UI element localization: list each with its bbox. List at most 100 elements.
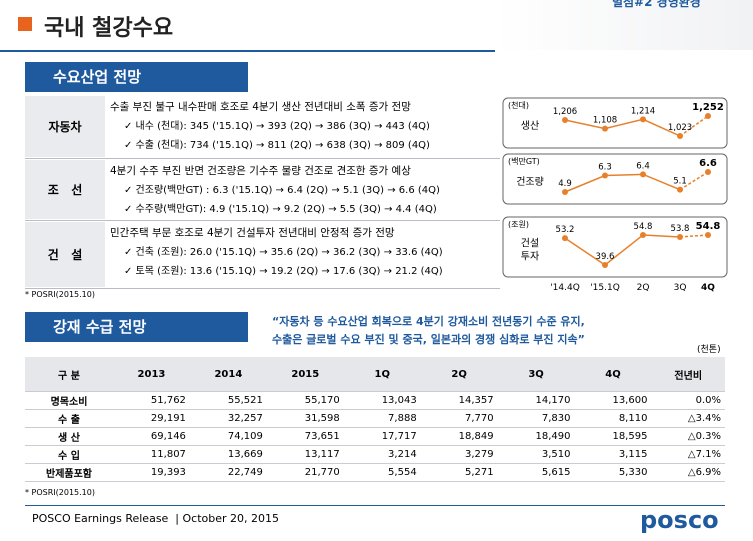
point — [705, 232, 711, 238]
cell: △3.4% — [651, 409, 725, 428]
line — [564, 118, 681, 137]
row-label: 자동차 — [25, 96, 105, 157]
x-label: 4Q — [701, 283, 715, 292]
cell: 8,110 — [574, 409, 652, 428]
cell: 수 입 — [25, 445, 113, 464]
detail: ✓ 수출 (천대): 734 ('15.1Q) → 811 (2Q) → 638… — [124, 140, 430, 151]
chart-label: 투자 — [521, 251, 539, 263]
cell: △0.3% — [651, 427, 725, 446]
point — [562, 189, 568, 195]
summary: 4분기 수주 부진 반면 건조량은 기수주 물량 건조로 견조한 증가 예상 — [110, 165, 411, 177]
cell: 11,807 — [113, 445, 190, 464]
header-cell: 2015 — [266, 357, 344, 392]
header-cell: 2Q — [420, 357, 498, 392]
cell: 명목소비 — [25, 391, 113, 410]
header-fade — [495, 0, 753, 50]
cell: 55,170 — [266, 391, 344, 410]
cell: 14,357 — [420, 391, 498, 410]
line-forecast — [679, 171, 709, 191]
chart-label: 건설 — [521, 238, 539, 250]
detail: ✓ 건축 (조원): 26.0 ('15.1Q) → 35.6 (2Q) → 3… — [124, 247, 443, 258]
cell: 18,849 — [420, 427, 498, 446]
value-label: 1,252 — [692, 102, 724, 113]
table-row: 수 입 11,807 13,669 13,117 3,214 3,279 3,510 3,11… — [25, 445, 725, 464]
section-title: 수요산업 전망 — [25, 62, 248, 92]
header-cell: 구 분 — [25, 357, 113, 392]
header-cell: 4Q — [574, 357, 652, 392]
logo: posco — [640, 506, 719, 534]
value-label: 1,214 — [631, 106, 655, 116]
title-marker — [18, 17, 32, 31]
header-row: 1Q 2Q 3Q 4Q 전년비 — [25, 357, 725, 392]
header-bar — [0, 0, 495, 52]
x-label: 3Q — [674, 283, 687, 292]
cell: △7.1% — [651, 445, 725, 464]
footer-text: POSCO Earnings Release | October 20, 201… — [32, 512, 280, 525]
line — [564, 173, 681, 193]
cell: 69,146 — [113, 427, 190, 446]
point — [640, 232, 646, 238]
table-row: 반제품포함 19,393 22,749 21,770 5,554 5,271 5,615 5,… — [25, 463, 725, 482]
row-text: 4분기 수주 부진 반면 건조량은 기수주 물량 건조로 견조한 증가 예상 ✓ … — [110, 162, 498, 219]
cell: 29,191 — [113, 409, 190, 428]
header-cell: 3Q — [497, 357, 575, 392]
x-label: '15.1Q — [590, 283, 620, 292]
detail: ✓ 수주량(백만GT): 4.9 ('15.1Q) → 9.2 (2Q) → 5… — [124, 204, 437, 215]
cell: 19,393 — [113, 463, 190, 482]
header-cell: 2013 — [113, 357, 190, 392]
chart-unit: (조원) — [508, 220, 529, 229]
point — [705, 113, 711, 119]
cell: 7,830 — [497, 409, 575, 428]
header-cell: 전년비 — [651, 357, 725, 392]
cell: 73,651 — [266, 427, 344, 446]
summary: 민간주택 부문 호조로 4분기 건설투자 전년대비 안정적 증가 전망 — [110, 227, 395, 239]
value-label: 53.2 — [556, 225, 575, 235]
corner-label: 별첨#2 경영환경 — [612, 0, 701, 9]
chart-box — [502, 97, 728, 149]
cell: 18,595 — [574, 427, 652, 446]
chart-box — [502, 216, 728, 278]
value-label: 54.8 — [696, 221, 721, 232]
value-label: 39.6 — [596, 252, 615, 262]
unit: (천톤) — [697, 345, 721, 355]
cell: 32,257 — [189, 409, 267, 428]
row-text: 민간주택 부문 호조로 4분기 건설투자 전년대비 안정적 증가 전망 ✓ 건축 … — [110, 224, 498, 281]
point — [602, 262, 608, 268]
cell: 5,330 — [574, 463, 652, 482]
footer-rule — [25, 505, 725, 506]
header-cell: 1Q — [343, 357, 421, 392]
cell: 5,615 — [497, 463, 575, 482]
header-cell: 2014 — [189, 357, 267, 392]
value-label: 54.8 — [634, 222, 653, 232]
row-rule — [25, 158, 500, 159]
cell: 13,669 — [189, 445, 267, 464]
detail: ✓ 내수 (천대): 345 ('15.1Q) → 393 (2Q) → 386… — [124, 121, 430, 132]
cell: 5,554 — [343, 463, 421, 482]
x-label: 2Q — [637, 283, 650, 292]
table-row: 생 산 69,146 74,109 73,651 17,717 18,849 18,490 1… — [25, 427, 725, 446]
value-label: 6.6 — [699, 158, 717, 169]
point — [640, 171, 646, 178]
chart-unit: (백만GT) — [508, 156, 540, 166]
value-label: 6.3 — [598, 163, 612, 173]
point — [562, 117, 568, 124]
chart-box — [502, 153, 728, 205]
row-label: 건 설 — [25, 222, 105, 287]
cell: 7,770 — [420, 409, 498, 428]
cell: 21,770 — [266, 463, 344, 482]
cell: 74,109 — [189, 427, 267, 446]
line — [564, 234, 681, 266]
chart-unit: (천대) — [508, 100, 529, 110]
value-label: 5.1 — [673, 177, 687, 187]
cell: 13,600 — [574, 391, 652, 410]
cell: 생 산 — [25, 427, 113, 446]
cell: △6.9% — [651, 463, 725, 482]
cell: 7,888 — [343, 409, 421, 428]
point — [602, 172, 608, 179]
value-label: 1,206 — [553, 107, 577, 117]
point — [705, 169, 711, 175]
note: * POSRI(2015.10) — [25, 488, 95, 497]
row-label: 조 선 — [25, 160, 105, 219]
